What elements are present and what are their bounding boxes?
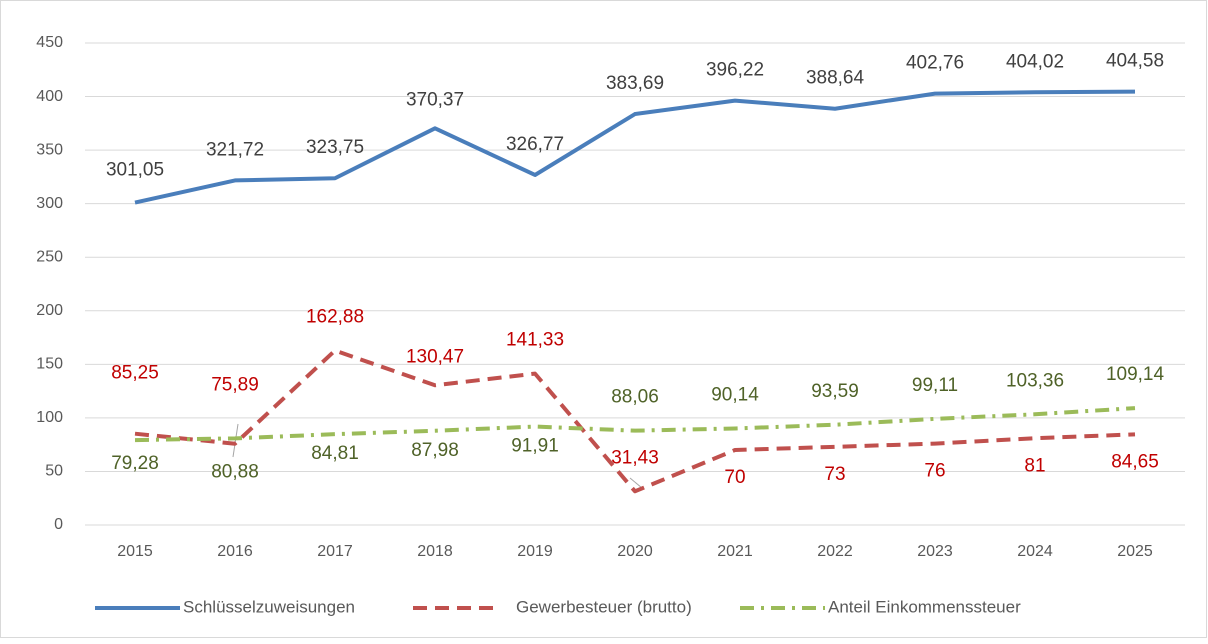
legend-label: Anteil Einkommenssteuer xyxy=(828,597,1021,616)
data-label: 80,88 xyxy=(211,461,259,482)
data-label: 84,65 xyxy=(1111,451,1159,472)
legend-label: Gewerbesteuer (brutto) xyxy=(516,597,692,616)
data-label: 388,64 xyxy=(806,68,865,89)
x-tick-label: 2015 xyxy=(117,543,153,560)
series-line xyxy=(134,89,1136,205)
data-label: 130,47 xyxy=(406,346,464,367)
data-label: 93,59 xyxy=(811,381,859,402)
y-tick-label: 100 xyxy=(36,409,63,426)
data-label: 103,36 xyxy=(1006,370,1064,391)
data-label: 31,43 xyxy=(611,447,659,468)
data-label: 85,25 xyxy=(111,363,159,384)
data-label: 301,05 xyxy=(106,160,164,181)
data-label: 370,37 xyxy=(406,89,464,110)
legend-label: Schlüsselzuweisungen xyxy=(183,597,355,616)
data-label: 109,14 xyxy=(1106,364,1165,385)
leader-line xyxy=(232,423,239,458)
y-tick-label: 300 xyxy=(36,195,63,212)
data-label: 76 xyxy=(924,461,945,482)
y-tick-label: 400 xyxy=(36,88,63,105)
x-tick-label: 2019 xyxy=(517,543,553,560)
y-tick-label: 150 xyxy=(36,356,63,373)
x-tick-label: 2021 xyxy=(717,543,753,560)
data-label: 99,11 xyxy=(912,375,958,396)
data-label: 323,75 xyxy=(306,137,364,158)
leader-line xyxy=(629,477,643,489)
series-line xyxy=(134,348,1136,494)
data-label: 396,22 xyxy=(706,60,764,81)
data-label: 404,02 xyxy=(1006,51,1064,72)
x-tick-label: 2017 xyxy=(317,543,353,560)
x-tick-label: 2020 xyxy=(617,543,653,560)
data-label: 75,89 xyxy=(211,375,259,396)
y-tick-label: 0 xyxy=(54,516,63,533)
data-label: 70 xyxy=(724,467,745,488)
data-label: 404,58 xyxy=(1106,51,1164,72)
data-label: 402,76 xyxy=(906,53,964,74)
data-label: 73 xyxy=(824,464,845,485)
y-tick-label: 350 xyxy=(36,141,63,158)
x-tick-label: 2018 xyxy=(417,543,453,560)
x-tick-label: 2025 xyxy=(1117,543,1153,560)
data-label: 84,81 xyxy=(311,443,359,464)
data-label: 326,77 xyxy=(506,134,564,155)
data-label: 141,33 xyxy=(506,330,564,351)
x-tick-label: 2016 xyxy=(217,543,253,560)
x-tick-label: 2022 xyxy=(817,543,853,560)
series-line xyxy=(134,406,1136,443)
data-label: 90,14 xyxy=(711,384,759,405)
data-label: 88,06 xyxy=(611,387,659,408)
y-tick-label: 450 xyxy=(36,34,63,51)
x-tick-label: 2023 xyxy=(917,543,953,560)
data-label: 383,69 xyxy=(606,73,664,94)
data-label: 79,28 xyxy=(111,453,159,474)
data-label: 91,91 xyxy=(511,436,559,457)
y-tick-label: 250 xyxy=(36,248,63,265)
y-tick-label: 200 xyxy=(36,302,63,319)
data-label: 321,72 xyxy=(206,139,264,160)
data-label: 87,98 xyxy=(411,440,459,461)
data-label: 162,88 xyxy=(306,307,364,328)
y-tick-label: 50 xyxy=(45,463,63,480)
x-tick-label: 2024 xyxy=(1017,543,1053,560)
data-label: 81 xyxy=(1024,455,1045,476)
